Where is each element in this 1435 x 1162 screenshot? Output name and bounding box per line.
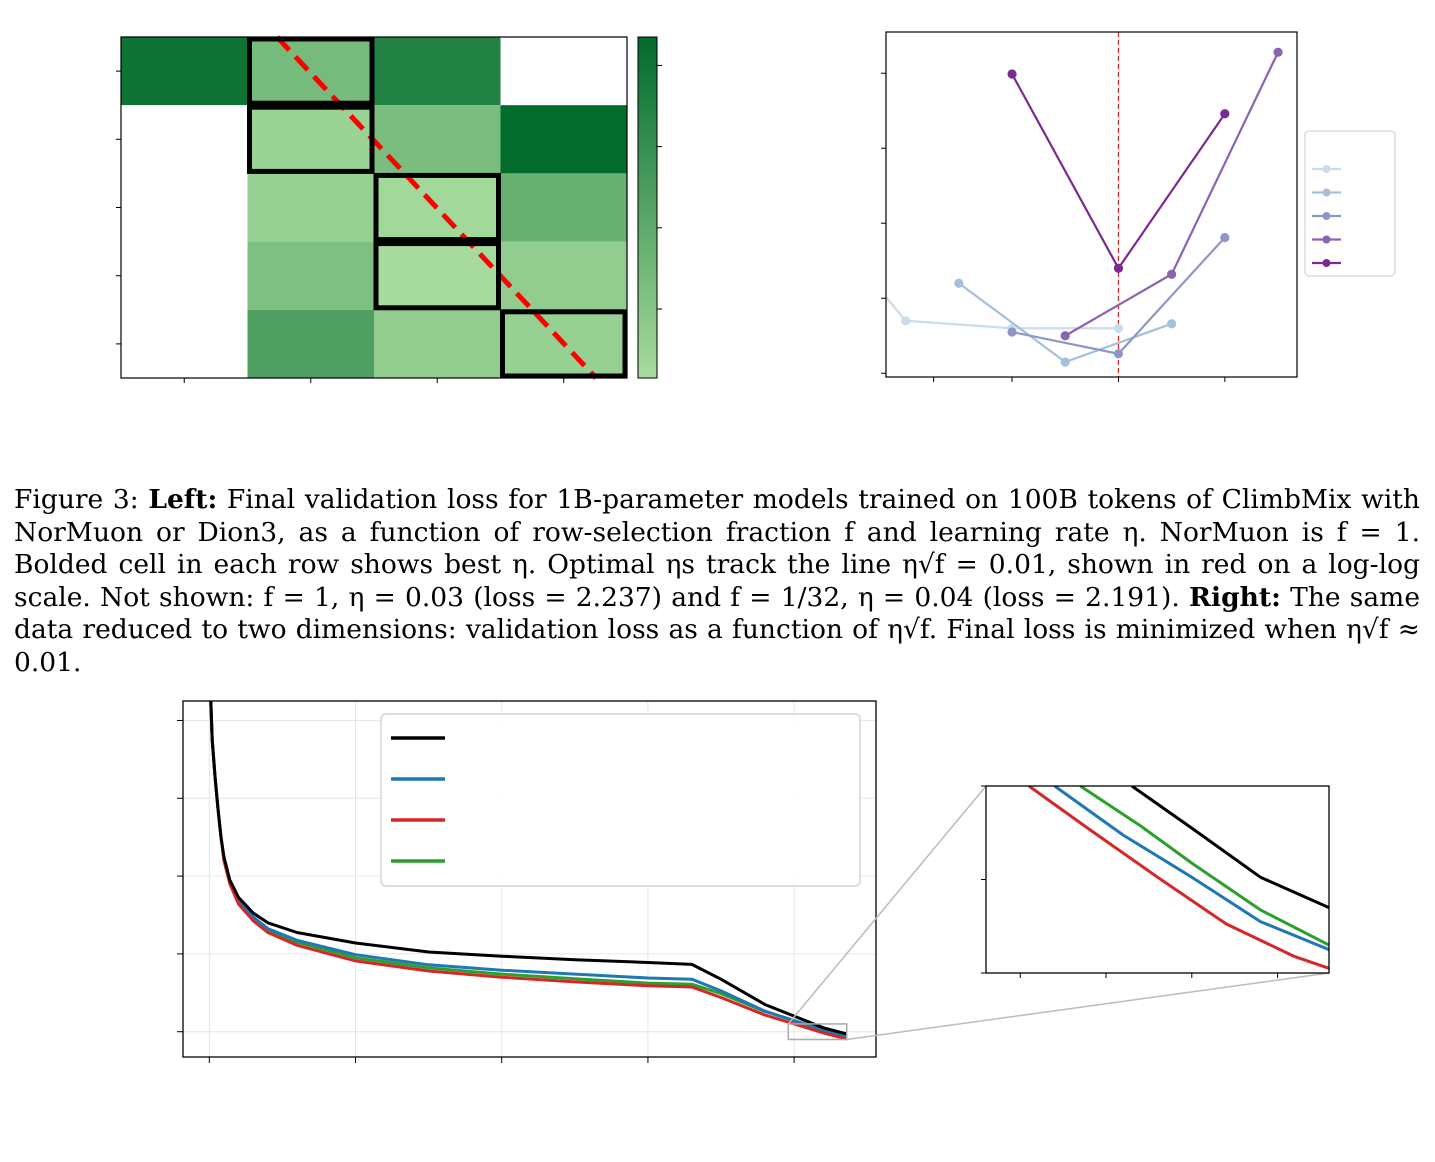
heatmap-cell — [374, 309, 501, 378]
heatmap-cell — [247, 37, 374, 106]
heatmap-cell — [374, 241, 501, 310]
series-point — [1220, 232, 1230, 243]
inset-curve-1 — [1079, 786, 1329, 947]
heatmap-cell — [121, 241, 248, 310]
inset-curve-0 — [1130, 786, 1329, 909]
best-cell-box — [373, 241, 501, 311]
eta-sqrt-f-chart — [795, 31, 1396, 382]
training-curve-0 — [209, 701, 848, 1036]
figure-caption: Figure 3: Left: Final validation loss fo… — [14, 484, 1420, 679]
colorbar — [637, 36, 658, 379]
plot-area — [209, 701, 848, 1041]
heatmap-cell — [247, 105, 374, 174]
series-line-1-over-16 — [886, 295, 1119, 330]
heatmap-cell — [247, 173, 374, 242]
series-point — [1113, 263, 1124, 273]
heatmap-cell — [500, 173, 627, 242]
plot-frame — [885, 31, 1298, 378]
heatmap-cell — [121, 173, 248, 242]
legend-marker — [1322, 188, 1331, 197]
legend-marker — [1322, 165, 1331, 173]
heatmap-cell — [247, 241, 374, 310]
legend-marker — [1322, 235, 1331, 244]
series-point — [1060, 331, 1070, 341]
caption-right-label: Right: — [1189, 581, 1281, 613]
heatmap-cell — [500, 37, 627, 106]
series-point — [1167, 269, 1177, 279]
inset-curve-2 — [1053, 786, 1329, 951]
zoom-connector — [846, 972, 1330, 1041]
heatmap-cell — [121, 37, 248, 106]
caption-left-text: Final validation loss for 1B-parameter m… — [14, 484, 1420, 613]
series-point — [1007, 327, 1017, 337]
heatmap-cell — [121, 105, 248, 174]
legend-box — [380, 713, 861, 887]
best-cell-box — [247, 36, 375, 106]
series-point — [1273, 47, 1283, 57]
zoom-connector — [787, 785, 987, 1025]
heatmap-cell — [121, 309, 248, 378]
inset-plot-area — [1028, 786, 1329, 970]
series-point — [901, 316, 911, 326]
caption-label: Figure 3: — [14, 484, 149, 515]
heatmap-cell — [247, 309, 374, 378]
reference-line — [275, 35, 598, 380]
legend-marker — [1322, 259, 1331, 267]
caption-left-label: Left: — [148, 484, 218, 515]
series-point — [1220, 109, 1230, 119]
best-cell-box — [247, 104, 375, 174]
legend-marker — [1322, 212, 1331, 220]
series-line-1-over-2 — [1064, 51, 1280, 337]
series-point — [1007, 69, 1017, 79]
caption-right-text: The same data reduced to two dimensions:… — [14, 581, 1420, 678]
plot-area — [795, 47, 1283, 367]
training-curve-chart — [177, 700, 1330, 1063]
heatmap-cell — [500, 105, 627, 174]
series-point — [795, 189, 804, 198]
inset-curve-3 — [1028, 786, 1329, 970]
series-point — [1167, 319, 1177, 329]
legend-box — [1304, 130, 1396, 277]
series-point — [954, 278, 964, 288]
series-point — [1113, 323, 1124, 333]
series-point — [1113, 349, 1124, 359]
zoom-region — [787, 1023, 848, 1041]
heatmap-cell — [374, 37, 501, 106]
heatmap-chart — [116, 35, 662, 383]
series-line-1-over-8 — [958, 282, 1173, 364]
best-cell-box — [373, 172, 501, 243]
inset-background — [986, 786, 1329, 973]
plot-frame — [182, 700, 877, 1058]
series-point — [1060, 357, 1070, 367]
best-cell-box — [500, 309, 628, 379]
